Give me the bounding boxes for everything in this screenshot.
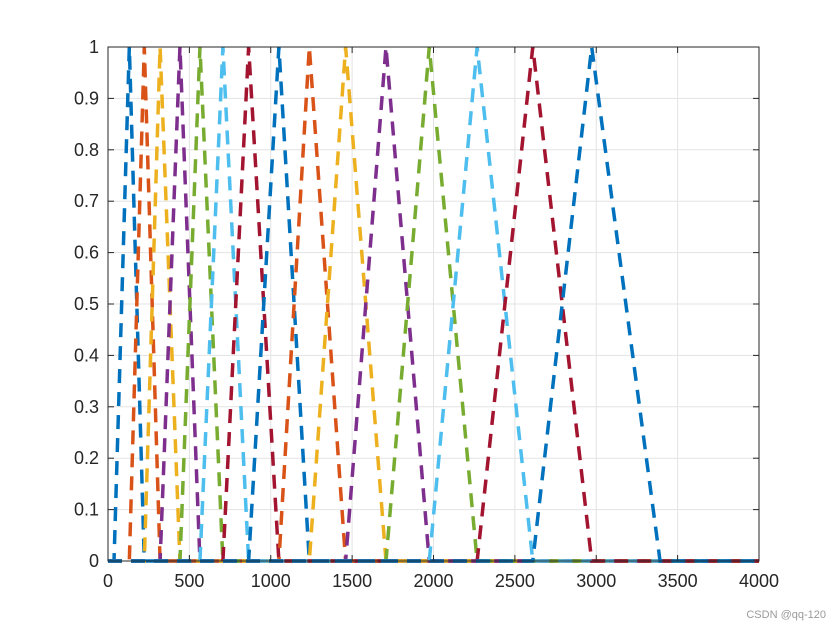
x-tick-label: 1000 bbox=[251, 571, 291, 591]
x-tick-label: 3000 bbox=[576, 571, 616, 591]
plot-area bbox=[107, 46, 760, 563]
grid-lines bbox=[107, 46, 760, 562]
watermark: CSDN @qq-120 bbox=[746, 609, 826, 621]
y-tick-label: 0.1 bbox=[74, 500, 99, 520]
y-tick-label: 0 bbox=[89, 551, 99, 571]
y-tick-label: 0.8 bbox=[74, 140, 99, 160]
y-tick-label: 1 bbox=[89, 37, 99, 57]
x-tick-label: 2000 bbox=[413, 571, 453, 591]
x-tick-label: 4000 bbox=[739, 571, 779, 591]
y-axis-tick-labels: 0 0.1 0.2 0.3 0.4 0.5 0.6 0.7 0.8 0.9 1 bbox=[74, 37, 99, 571]
x-tick-label: 2500 bbox=[495, 571, 535, 591]
x-axis-tick-labels: 0 500 1000 1500 2000 2500 3000 3500 4000 bbox=[103, 571, 779, 591]
x-tick-label: 500 bbox=[174, 571, 204, 591]
y-tick-label: 0.2 bbox=[74, 448, 99, 468]
y-tick-label: 0.3 bbox=[74, 397, 99, 417]
y-tick-label: 0.4 bbox=[74, 345, 99, 365]
x-tick-label: 0 bbox=[103, 571, 113, 591]
x-tick-label: 3500 bbox=[658, 571, 698, 591]
axes-box bbox=[107, 46, 760, 562]
y-tick-label: 0.6 bbox=[74, 243, 99, 263]
x-tick-label: 1500 bbox=[332, 571, 372, 591]
y-tick-label: 0.5 bbox=[74, 294, 99, 314]
y-tick-label: 0.7 bbox=[74, 191, 99, 211]
y-tick-label: 0.9 bbox=[74, 88, 99, 108]
